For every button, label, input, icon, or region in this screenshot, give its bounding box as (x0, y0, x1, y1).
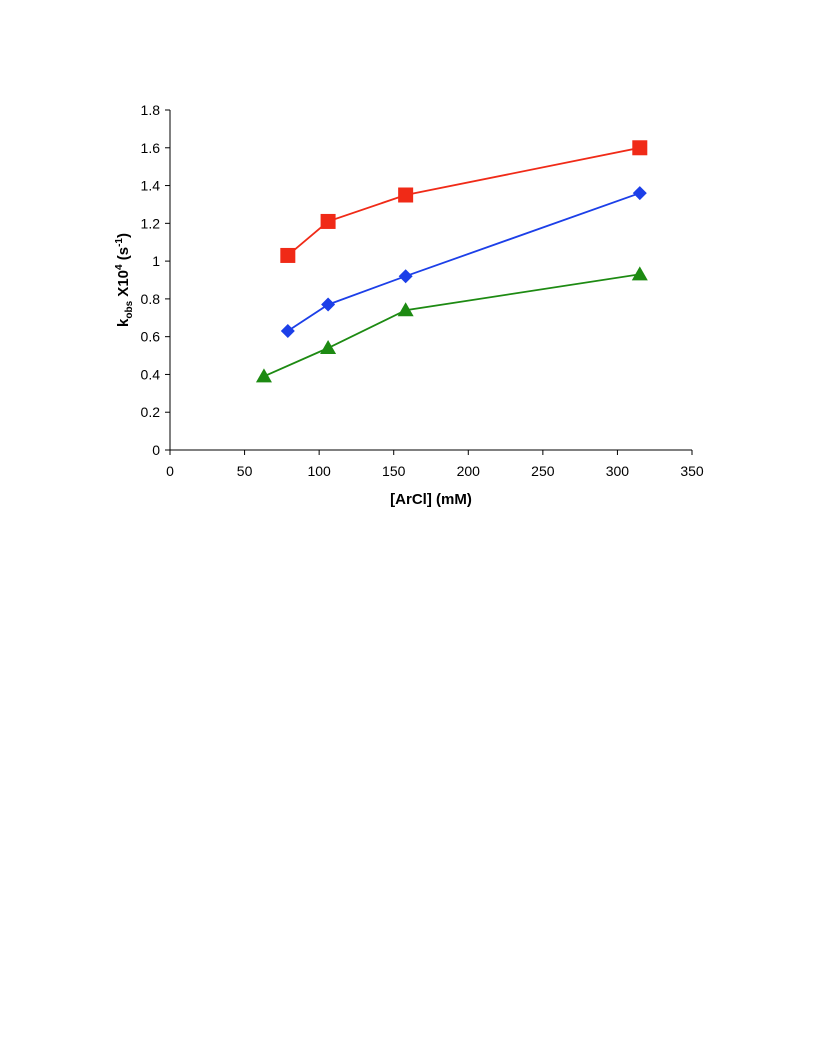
series-triangle (255, 266, 648, 383)
data-point-triangle (320, 340, 337, 354)
y-axis-title-main: k (115, 318, 132, 327)
x-tick-label: 200 (457, 463, 481, 479)
y-axis-title: kobs X104 (s-1) (114, 233, 135, 327)
y-axis-title-unit-open: (s (115, 247, 132, 265)
y-axis-title-unit-sup: -1 (114, 238, 125, 247)
data-point-diamond (398, 269, 413, 284)
data-point-triangle (631, 266, 648, 281)
axes (169, 110, 692, 451)
series-layer (255, 140, 648, 383)
y-tick-label: 1.8 (141, 102, 161, 118)
data-point-triangle (255, 368, 272, 383)
x-axis-title: [ArCl] (mM) (390, 491, 472, 508)
series-line (263, 273, 640, 378)
y-axis-title-sup: 4 (114, 264, 125, 270)
y-tick-label: 1 (152, 253, 160, 269)
x-tick-label: 300 (606, 463, 630, 479)
y-tick-label: 0.8 (141, 291, 161, 307)
y-axis-title-unit-close: ) (115, 233, 132, 238)
y-tick-label: 0 (152, 442, 160, 458)
data-point-diamond (632, 186, 647, 201)
x-tick-label: 350 (680, 463, 704, 479)
data-point-square (398, 187, 414, 203)
y-tick-label: 0.6 (141, 329, 161, 345)
x-ticks: 0 50 100 150 200 250 300 350 (166, 450, 704, 479)
series-line (287, 192, 641, 332)
y-tick-label: 1.4 (141, 178, 161, 194)
series-line (287, 146, 640, 257)
data-point-diamond (321, 297, 336, 312)
data-point-diamond (280, 324, 295, 338)
x-tick-label: 50 (237, 463, 253, 479)
y-tick-label: 1.6 (141, 140, 161, 156)
data-point-square (320, 213, 336, 229)
series-diamond (280, 186, 647, 338)
data-point-triangle (397, 302, 414, 317)
y-axis-title-mid: X10 (115, 270, 132, 301)
x-tick-label: 250 (531, 463, 555, 479)
y-tick-label: 0.4 (141, 366, 161, 382)
y-tick-label: 0.2 (141, 404, 161, 420)
y-axis-title-sub: obs (124, 300, 135, 318)
data-point-square (632, 140, 648, 156)
x-tick-label: 0 (166, 463, 174, 479)
data-point-square (280, 247, 296, 263)
x-tick-label: 150 (382, 463, 406, 479)
y-ticks: 0 0.2 0.4 0.6 0.8 1 1.2 1.4 1.6 1.8 (141, 102, 170, 458)
y-tick-label: 1.2 (141, 215, 161, 231)
x-tick-label: 100 (307, 463, 331, 479)
series-square (280, 140, 648, 263)
